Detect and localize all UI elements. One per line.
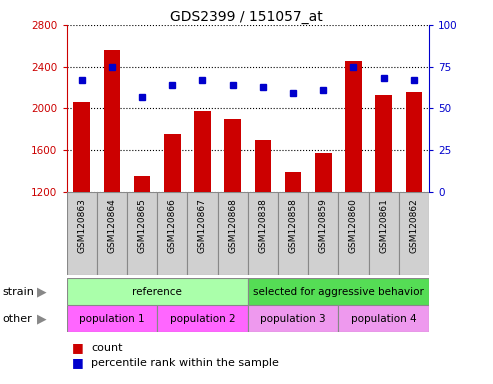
Bar <box>194 111 211 192</box>
Text: population 2: population 2 <box>170 314 235 324</box>
Bar <box>278 192 308 275</box>
Text: GSM120861: GSM120861 <box>379 199 388 253</box>
Bar <box>399 192 429 275</box>
Text: GDS2399 / 151057_at: GDS2399 / 151057_at <box>170 10 323 23</box>
Bar <box>375 95 392 192</box>
Text: GSM120866: GSM120866 <box>168 199 177 253</box>
Bar <box>134 176 150 192</box>
Bar <box>285 172 301 192</box>
Text: population 4: population 4 <box>351 314 417 324</box>
Bar <box>67 305 157 332</box>
Text: GSM120867: GSM120867 <box>198 199 207 253</box>
Text: other: other <box>2 314 32 324</box>
Text: GSM120862: GSM120862 <box>409 199 419 253</box>
Bar <box>157 192 187 275</box>
Text: ▶: ▶ <box>37 312 47 325</box>
Bar <box>73 102 90 192</box>
Bar <box>345 61 362 192</box>
Text: ▶: ▶ <box>37 285 47 298</box>
Text: ■: ■ <box>71 356 83 369</box>
Text: reference: reference <box>132 287 182 297</box>
Bar <box>338 192 369 275</box>
Text: selected for aggressive behavior: selected for aggressive behavior <box>253 287 424 297</box>
Text: strain: strain <box>2 287 35 297</box>
Bar <box>338 305 429 332</box>
Bar <box>308 192 338 275</box>
Bar <box>248 192 278 275</box>
Bar <box>67 278 248 305</box>
Bar <box>67 192 97 275</box>
Text: population 1: population 1 <box>79 314 144 324</box>
Bar <box>157 305 248 332</box>
Bar <box>97 192 127 275</box>
Text: GSM120863: GSM120863 <box>77 199 86 253</box>
Text: GSM120859: GSM120859 <box>318 199 328 253</box>
Text: GSM120868: GSM120868 <box>228 199 237 253</box>
Text: GSM120860: GSM120860 <box>349 199 358 253</box>
Bar <box>187 192 217 275</box>
Bar <box>104 50 120 192</box>
Bar <box>254 140 271 192</box>
Text: GSM120838: GSM120838 <box>258 199 267 253</box>
Text: percentile rank within the sample: percentile rank within the sample <box>91 358 279 368</box>
Bar <box>315 153 331 192</box>
Text: GSM120865: GSM120865 <box>138 199 146 253</box>
Bar <box>164 134 180 192</box>
Text: GSM120858: GSM120858 <box>288 199 298 253</box>
Text: count: count <box>91 343 123 353</box>
Text: population 3: population 3 <box>260 314 326 324</box>
Bar <box>248 278 429 305</box>
Text: ■: ■ <box>71 341 83 354</box>
Bar <box>127 192 157 275</box>
Bar <box>248 305 338 332</box>
Bar <box>224 119 241 192</box>
Bar <box>217 192 247 275</box>
Bar <box>368 192 399 275</box>
Text: GSM120864: GSM120864 <box>107 199 116 253</box>
Bar <box>406 92 422 192</box>
